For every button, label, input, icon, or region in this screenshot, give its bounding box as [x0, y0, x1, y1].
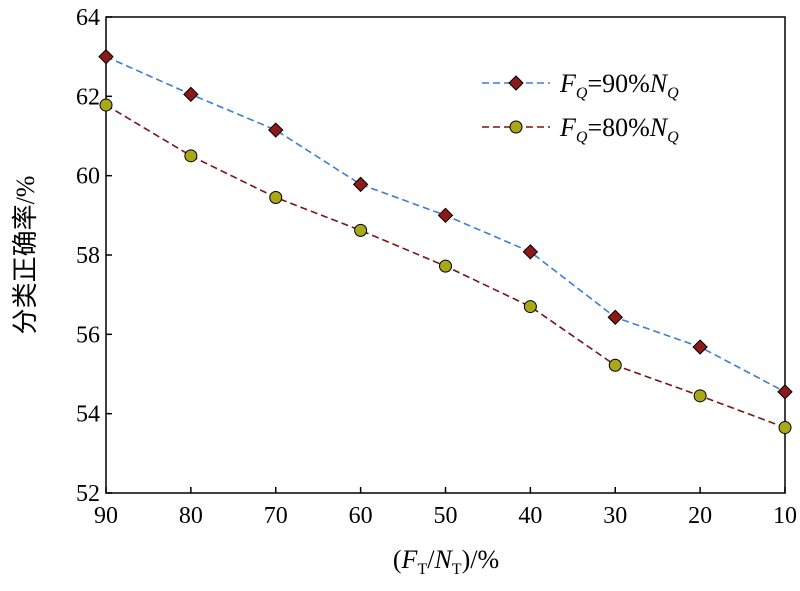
x-tick-label: 70	[264, 503, 288, 529]
legend-label-series-2: FQ=80%NQ	[559, 113, 679, 146]
legend-item-series-2: FQ=80%NQ	[482, 113, 679, 146]
x-tick-label: 90	[94, 503, 118, 529]
data-point-series-2	[608, 358, 622, 372]
data-point-series-2	[523, 300, 537, 314]
data-point-series-2	[439, 259, 452, 273]
data-point-series-2	[778, 421, 792, 435]
series-layer	[98, 48, 793, 435]
legend-label-series-1: FQ=90%NQ	[559, 69, 679, 102]
x-tick-label: 50	[434, 503, 458, 529]
data-point-series-1	[607, 309, 623, 325]
plot-frame	[105, 16, 786, 494]
legend-marker-diamond-icon	[508, 75, 524, 91]
data-point-series-1	[352, 176, 369, 193]
data-point-series-1	[692, 339, 708, 355]
data-point-series-1	[777, 384, 793, 400]
data-point-series-2	[269, 190, 283, 204]
x-tick-label: 10	[773, 503, 797, 529]
y-tick-label: 52	[76, 481, 100, 507]
data-point-series-1	[522, 244, 539, 260]
data-point-series-2	[184, 149, 198, 163]
y-axis: 52 54 56 58 60 62 64	[76, 5, 112, 507]
y-tick-label: 62	[76, 84, 100, 110]
x-tick-label: 80	[179, 503, 203, 529]
data-point-series-2	[99, 98, 113, 112]
data-point-series-2	[354, 223, 368, 237]
data-point-series-1	[268, 122, 284, 138]
data-point-series-1	[437, 207, 454, 224]
series-line-1	[105, 55, 786, 393]
data-point-series-2	[693, 389, 707, 403]
x-tick-label: 40	[518, 503, 542, 529]
data-point-series-1	[98, 48, 114, 65]
x-tick-label: 30	[603, 503, 627, 529]
legend-item-series-1: FQ=90%NQ	[482, 69, 679, 102]
legend-marker-circle-icon	[509, 120, 523, 134]
y-tick-label: 58	[76, 243, 100, 269]
legend: FQ=90%NQ FQ=80%NQ	[482, 69, 679, 146]
x-axis: 90 80 70 60 50 40 30 20 10	[94, 487, 797, 529]
x-tick-label: 20	[688, 503, 712, 529]
y-tick-label: 60	[76, 164, 100, 190]
y-tick-label: 56	[76, 322, 100, 348]
data-point-series-1	[183, 86, 199, 103]
y-axis-title: 分类正确率/%	[11, 176, 40, 335]
x-axis-title: (FT/NT)/%	[393, 545, 499, 578]
x-tick-label: 60	[349, 503, 373, 529]
y-tick-label: 54	[76, 402, 100, 428]
y-tick-label: 64	[76, 5, 100, 31]
